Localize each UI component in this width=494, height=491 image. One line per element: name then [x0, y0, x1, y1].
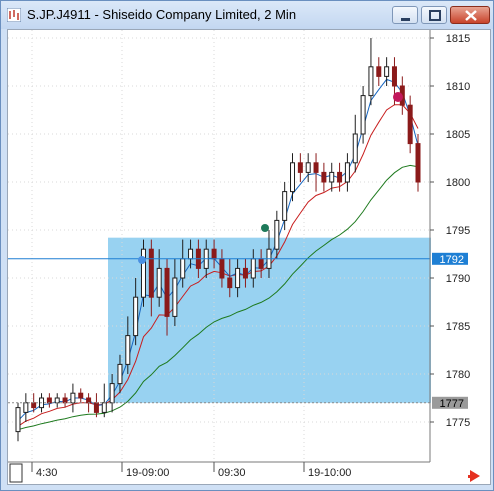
scroll-box[interactable] — [9, 463, 23, 483]
red-arrow-right-icon — [470, 470, 480, 482]
candle-body — [46, 397, 52, 404]
pink-signal-marker — [393, 92, 403, 102]
candlestick-chart[interactable]: 1815 1810 1805 1800 1795 1790 1785 1780 1775 4:3… — [8, 30, 490, 484]
candle-body — [313, 162, 319, 173]
candle-body — [23, 402, 29, 413]
price-tick-label: 1800 — [446, 177, 470, 189]
candle-body — [219, 258, 225, 279]
chart-panel[interactable]: 1815 1810 1805 1800 1795 1790 1785 1780 1775 4:3… — [7, 29, 491, 485]
candle-body — [109, 383, 115, 404]
candle-body — [86, 397, 92, 404]
chart-app-icon — [7, 8, 21, 22]
time-tick-label: 19-09:00 — [126, 467, 169, 479]
candle-body — [344, 162, 350, 183]
green-signal-marker — [261, 224, 269, 232]
candle-body — [156, 267, 162, 298]
candle-body — [282, 191, 288, 221]
price-tick-label: 1785 — [446, 321, 470, 333]
blue-signal-marker — [138, 256, 146, 264]
fast-ema-line — [17, 78, 419, 422]
candle-body — [54, 397, 60, 404]
candle-body — [117, 363, 123, 385]
candle-body — [101, 402, 107, 413]
restore-icon — [429, 10, 441, 21]
price-tick-label: 1795 — [446, 225, 470, 237]
window-title: S.JP.J4911 - Shiseido Company Limited, 2… — [27, 7, 297, 22]
candle-body — [250, 258, 256, 279]
price-tick-label: 1790 — [446, 273, 470, 285]
price-tick-label: 1815 — [446, 33, 470, 45]
price-tick-label: 1805 — [446, 129, 470, 141]
candle-body — [62, 397, 68, 404]
price-tick-label: 1810 — [446, 81, 470, 93]
candle-body — [297, 162, 303, 173]
candle-body — [290, 162, 296, 193]
level-tag: 1777 — [432, 396, 468, 410]
time-axis[interactable]: 4:30 19-09:00 09:30 19-10:00 — [31, 462, 351, 479]
restore-button[interactable] — [421, 6, 447, 24]
candle-body — [235, 267, 241, 289]
candle-body — [188, 248, 194, 260]
candle-body — [258, 258, 264, 269]
candle-body — [360, 95, 366, 135]
minimize-button[interactable] — [392, 6, 418, 24]
time-tick-label: 19-10:00 — [308, 467, 351, 479]
signal-markers — [138, 92, 403, 264]
candle-body — [211, 248, 217, 260]
candle-body — [305, 162, 311, 173]
candle-body — [172, 277, 178, 317]
current-price-tag: 1792 — [432, 252, 468, 266]
title-bar[interactable]: S.JP.J4911 - Shiseido Company Limited, 2… — [1, 1, 493, 29]
candle-body — [180, 258, 186, 279]
candle-body — [384, 66, 390, 77]
minimize-icon — [401, 18, 410, 21]
candle-body — [242, 267, 248, 279]
candle-body — [368, 66, 374, 97]
current-price-label: 1792 — [440, 254, 464, 266]
slow-ema-line — [17, 164, 419, 431]
candle-body — [70, 392, 76, 404]
candle-body — [227, 277, 233, 289]
candle-body — [391, 66, 397, 87]
price-tick-label: 1780 — [446, 369, 470, 381]
close-button[interactable] — [450, 6, 490, 24]
price-tick-label: 1775 — [446, 417, 470, 429]
candle-body — [15, 407, 21, 433]
price-axis[interactable]: 1815 1810 1805 1800 1795 1790 1785 1780 1775 — [430, 33, 470, 429]
time-tick-label: 09:30 — [218, 467, 246, 479]
candle-body — [164, 267, 170, 317]
candle-body — [407, 104, 413, 145]
level-label: 1777 — [440, 398, 464, 410]
close-icon — [465, 10, 477, 21]
candle-body — [337, 171, 343, 183]
candle-body — [125, 335, 131, 365]
candle-body — [352, 133, 358, 164]
candle-body — [321, 171, 327, 183]
candle-body — [148, 248, 154, 298]
grid-lines — [8, 30, 430, 462]
candle-body — [31, 402, 37, 409]
candle-body — [415, 143, 421, 183]
time-tick-label: 4:30 — [36, 467, 57, 479]
candle-body — [133, 296, 139, 337]
candle-body — [140, 248, 146, 298]
candle-body — [93, 402, 99, 413]
candle-body — [274, 219, 280, 250]
candle-body — [329, 171, 335, 183]
candle-body — [376, 66, 382, 77]
scroll-right-button[interactable] — [468, 470, 480, 482]
candle-body — [78, 392, 84, 399]
